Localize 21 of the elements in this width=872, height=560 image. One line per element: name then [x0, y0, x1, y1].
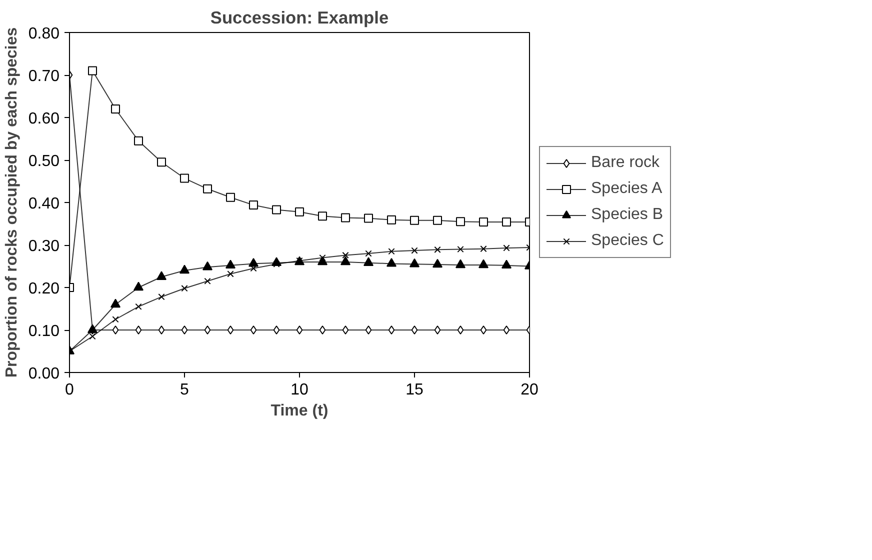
legend-label: Species C: [591, 232, 664, 250]
y-axis-title: Proportion of rocks occupied by each species: [3, 27, 20, 378]
x-tick-label: 5: [180, 382, 190, 398]
chart-title: Succession: Example: [210, 8, 389, 28]
y-tick-label: 0.70: [28, 68, 60, 85]
x-axis-title: Time (t): [270, 402, 328, 420]
x-tick-label: 20: [520, 382, 538, 398]
y-tick-label: 0.50: [28, 153, 60, 170]
y-tick-label: 0.40: [28, 196, 60, 212]
y-tick-label: 0.00: [28, 366, 60, 382]
y-tick-label: 0.80: [28, 26, 60, 42]
y-tick-label: 0.30: [28, 238, 60, 255]
y-tick-label: 0.60: [28, 110, 60, 128]
legend-label: Bare rock: [591, 154, 660, 172]
x-tick-label: 0: [65, 382, 74, 398]
y-tick-label: 0.10: [28, 323, 60, 340]
x-tick-label: 10: [290, 382, 308, 398]
x-tick-label: 15: [406, 382, 424, 398]
y-tick-label: 0.20: [28, 280, 60, 298]
legend-label: Species B: [591, 206, 664, 224]
legend-label: Species A: [591, 180, 662, 198]
